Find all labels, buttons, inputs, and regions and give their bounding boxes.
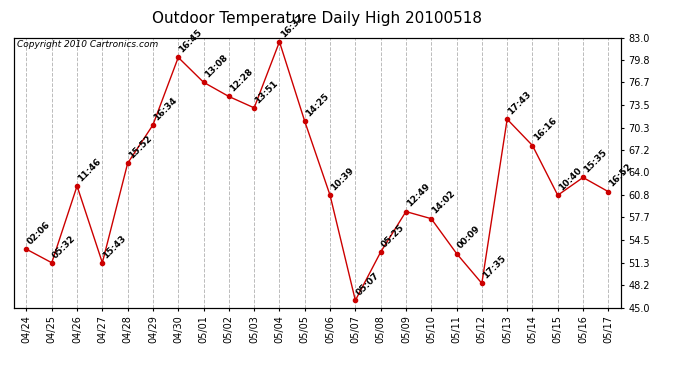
- Text: Copyright 2010 Cartronics.com: Copyright 2010 Cartronics.com: [17, 40, 158, 49]
- Text: 05:07: 05:07: [355, 271, 381, 298]
- Text: 12:49: 12:49: [405, 182, 432, 209]
- Text: 05:25: 05:25: [380, 223, 406, 249]
- Text: 15:35: 15:35: [582, 148, 609, 175]
- Text: Outdoor Temperature Daily High 20100518: Outdoor Temperature Daily High 20100518: [152, 11, 482, 26]
- Text: 17:43: 17:43: [506, 90, 533, 116]
- Text: 14:25: 14:25: [304, 92, 331, 118]
- Text: 10:40: 10:40: [557, 166, 584, 192]
- Text: 17:35: 17:35: [481, 254, 508, 280]
- Text: 13:08: 13:08: [203, 53, 229, 80]
- Text: 05:32: 05:32: [51, 234, 77, 260]
- Text: 11:46: 11:46: [76, 156, 103, 183]
- Text: 12:28: 12:28: [228, 67, 255, 94]
- Text: 16:34: 16:34: [152, 95, 179, 122]
- Text: 16:45: 16:45: [177, 28, 204, 55]
- Text: 00:09: 00:09: [455, 224, 482, 251]
- Text: 13:51: 13:51: [253, 78, 280, 105]
- Text: 15:52: 15:52: [127, 134, 153, 160]
- Text: 14:02: 14:02: [431, 189, 457, 216]
- Text: 16:37: 16:37: [279, 12, 306, 39]
- Text: 16:52: 16:52: [607, 162, 634, 189]
- Text: 02:06: 02:06: [26, 220, 52, 246]
- Text: 16:16: 16:16: [531, 116, 558, 143]
- Text: 15:43: 15:43: [101, 233, 128, 260]
- Text: 10:39: 10:39: [329, 166, 356, 192]
